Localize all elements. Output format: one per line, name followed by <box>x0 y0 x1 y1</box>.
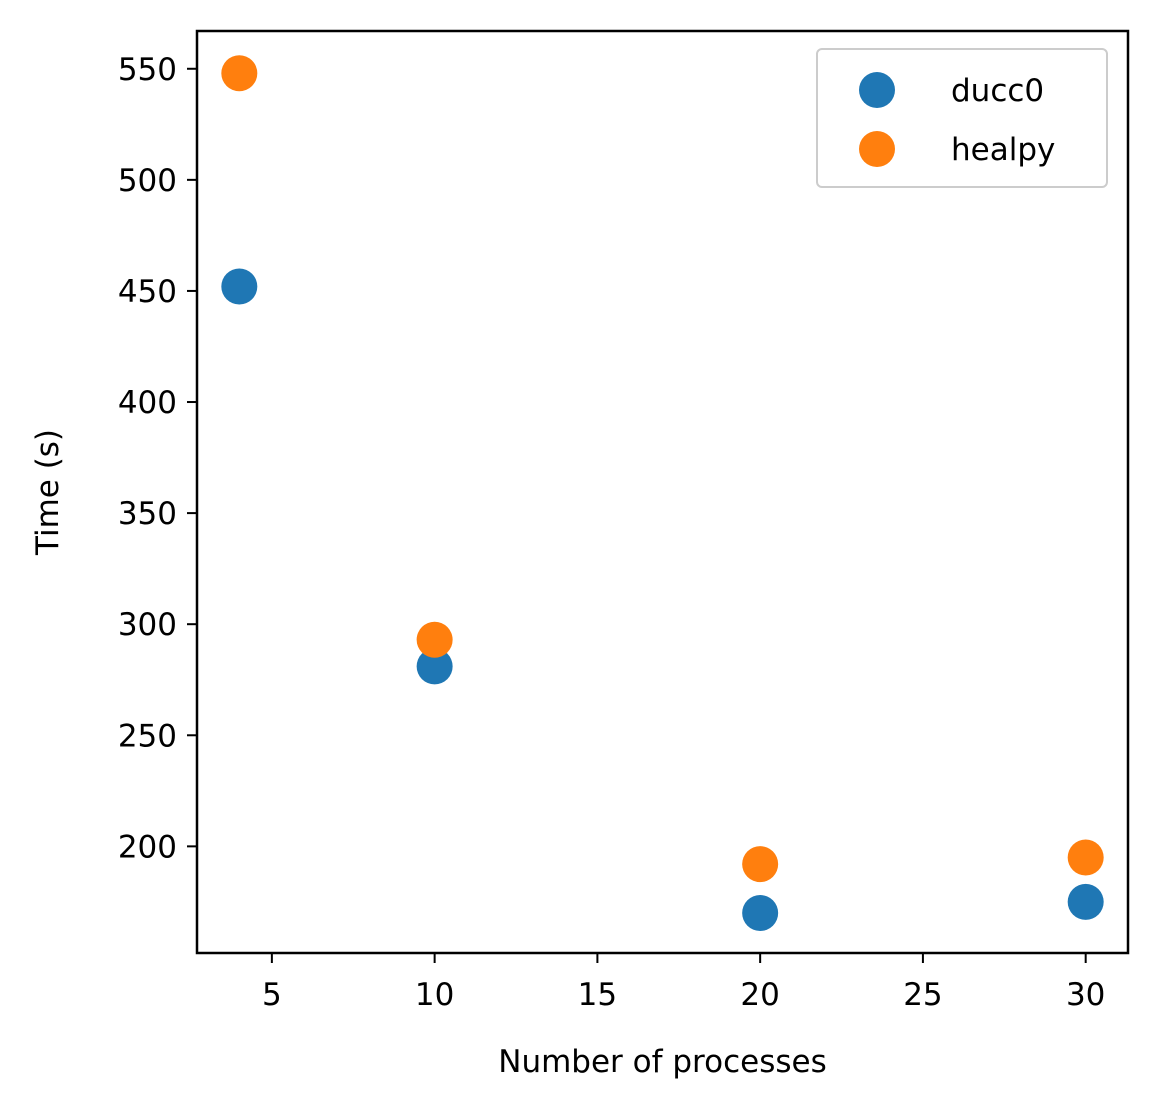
legend-marker-healpy <box>859 131 895 167</box>
y-tick-label: 350 <box>118 496 177 532</box>
ducc0-point <box>221 268 258 305</box>
ducc0-point <box>1067 883 1104 920</box>
x-tick-label: 10 <box>415 977 454 1013</box>
x-tick-label: 30 <box>1066 977 1105 1013</box>
x-tick-label: 15 <box>578 977 617 1013</box>
y-tick-label: 400 <box>118 385 177 421</box>
ducc0-point <box>416 648 453 685</box>
ducc0-point <box>742 895 779 932</box>
x-tick-label: 25 <box>903 977 942 1013</box>
y-tick-label: 200 <box>118 829 177 865</box>
x-axis-label: Number of processes <box>498 1044 826 1080</box>
legend-label-healpy: healpy <box>951 132 1055 168</box>
x-tick-label: 5 <box>262 977 282 1013</box>
x-axis-ticks: 5 10 15 20 25 30 <box>262 953 1105 1013</box>
legend-label-ducc0: ducc0 <box>951 73 1044 109</box>
y-tick-label: 450 <box>118 274 177 310</box>
data-points <box>221 55 1104 932</box>
legend: ducc0 healpy <box>816 48 1108 188</box>
legend-entries: ducc0 healpy <box>859 72 1055 168</box>
y-axis-label: Time (s) <box>30 429 66 556</box>
plot-area-frame <box>195 29 1130 955</box>
healpy-point <box>221 55 258 92</box>
y-tick-label: 500 <box>118 163 177 199</box>
legend-marker-ducc0 <box>859 72 895 108</box>
y-tick-label: 300 <box>118 607 177 643</box>
x-tick-label: 20 <box>740 977 779 1013</box>
healpy-point <box>742 846 779 883</box>
healpy-point <box>416 621 453 658</box>
y-tick-label: 250 <box>118 718 177 754</box>
y-tick-label: 550 <box>118 52 177 88</box>
y-axis-ticks: 200 250 300 350 400 450 500 550 <box>118 52 197 865</box>
healpy-point <box>1067 839 1104 876</box>
